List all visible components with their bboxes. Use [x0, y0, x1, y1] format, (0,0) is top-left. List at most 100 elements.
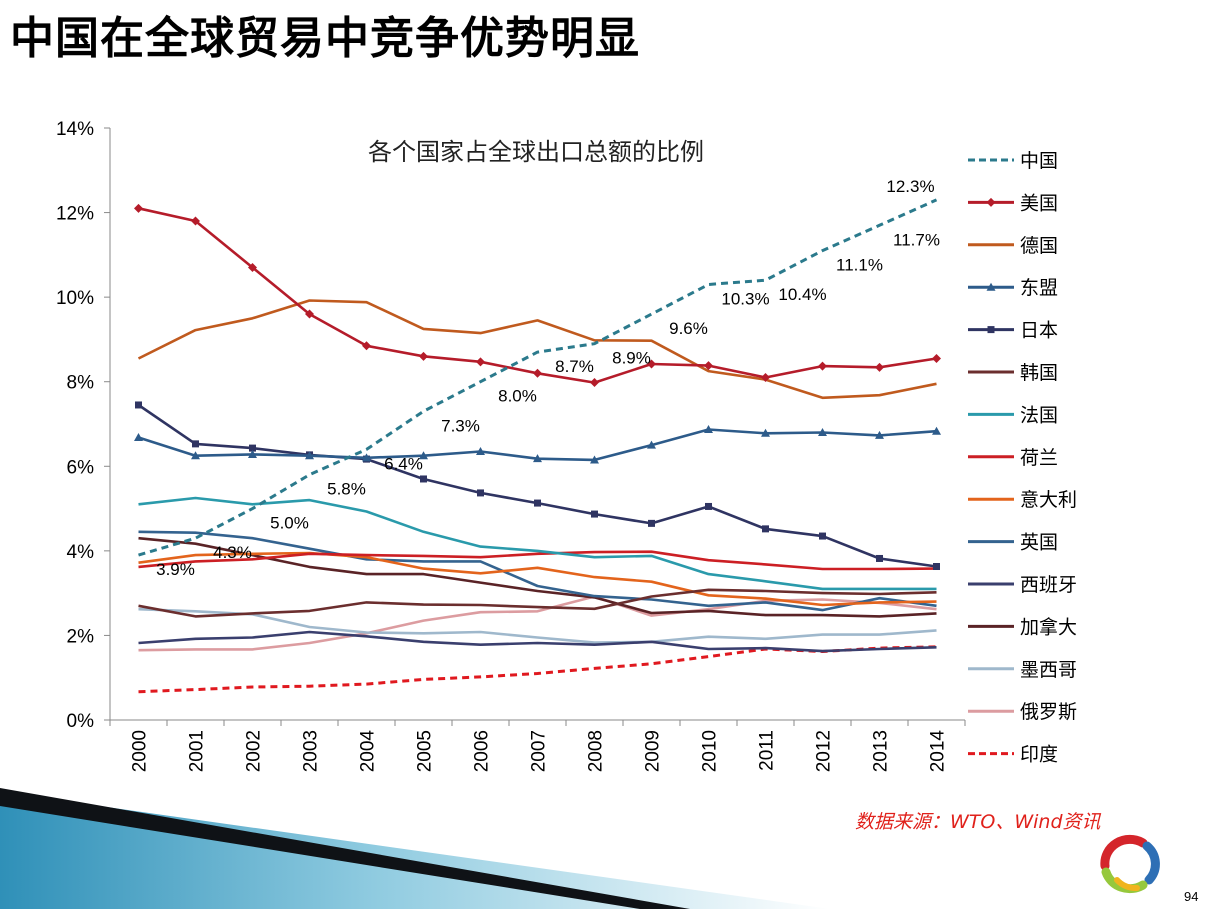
data-point: [704, 361, 713, 371]
data-point: [362, 453, 371, 462]
series-line-墨西哥: [138, 607, 937, 644]
series-line-德国: [137, 299, 937, 400]
data-point: [818, 361, 827, 371]
data-point: [419, 451, 428, 460]
data-point: [191, 216, 200, 226]
y-tick-label: 12%: [56, 204, 94, 225]
data-point: [647, 440, 656, 449]
data-label: 10.4%: [778, 285, 826, 304]
data-label: 6.4%: [384, 454, 423, 473]
legend-marker: [986, 282, 996, 291]
series-line-荷兰: [138, 550, 937, 571]
data-label: 11.7%: [893, 230, 940, 249]
legend-label: 日本: [1020, 320, 1058, 342]
legend-label: 东盟: [1020, 277, 1058, 299]
legend-item: 日本: [968, 320, 1058, 342]
y-tick-label: 10%: [56, 288, 94, 309]
legend-item: 印度: [968, 744, 1058, 766]
x-tick-label: 2003: [301, 730, 322, 772]
data-point: [818, 427, 827, 436]
y-tick-label: 0%: [67, 711, 95, 732]
legend-item: 意大利: [968, 489, 1077, 511]
data-label: 3.9%: [156, 560, 195, 579]
x-tick-label: 2014: [928, 730, 949, 773]
data-point: [590, 378, 599, 388]
legend-item: 英国: [968, 532, 1058, 554]
legend-label: 德国: [1020, 235, 1058, 257]
data-point: [875, 362, 884, 372]
data-label: 8.7%: [555, 357, 594, 376]
company-logo: [1100, 834, 1160, 894]
data-point: [135, 401, 142, 409]
x-tick-label: 2013: [871, 730, 892, 772]
legend-item: 美国: [968, 192, 1058, 214]
y-tick-label: 14%: [56, 119, 94, 140]
data-point: [932, 426, 941, 435]
data-point: [761, 372, 770, 382]
data-point: [819, 532, 826, 540]
x-tick-label: 2007: [529, 730, 550, 772]
legend-label: 西班牙: [1020, 574, 1077, 596]
data-point: [305, 451, 314, 460]
data-point: [420, 475, 427, 483]
source-note: 数据来源：WTO、Wind资讯: [855, 811, 1101, 833]
data-point: [476, 357, 485, 367]
legend-item: 加拿大: [968, 615, 1077, 638]
y-tick-label: 6%: [67, 457, 95, 478]
x-tick-label: 2011: [757, 730, 778, 771]
data-point: [647, 359, 656, 369]
legend-label: 法国: [1020, 404, 1058, 426]
slide-title: 中国在全球贸易中竞争优势明显: [10, 13, 640, 64]
data-point: [249, 444, 256, 452]
legend-item: 西班牙: [968, 574, 1077, 596]
x-tick-label: 2001: [187, 730, 208, 772]
y-tick-label: 2%: [67, 626, 95, 647]
data-point: [134, 433, 143, 442]
series-line-俄罗斯: [138, 595, 937, 652]
y-tick-label: 8%: [67, 373, 95, 394]
data-label: 7.3%: [441, 416, 480, 435]
legend-label: 墨西哥: [1020, 659, 1077, 681]
x-tick-label: 2005: [415, 730, 436, 772]
legend-label: 印度: [1020, 744, 1058, 766]
legend-marker: [986, 197, 996, 207]
legend-label: 荷兰: [1020, 447, 1058, 469]
data-point: [705, 502, 712, 510]
data-label: 4.3%: [213, 543, 252, 562]
legend-label: 美国: [1020, 192, 1058, 214]
series-line-中国: [138, 198, 938, 557]
legend-label: 韩国: [1020, 362, 1058, 384]
data-label: 8.9%: [612, 349, 651, 368]
data-point: [648, 519, 655, 527]
x-tick-label: 2012: [814, 730, 835, 772]
series-line-西班牙: [138, 630, 937, 653]
series-line-日本: [137, 403, 937, 568]
data-point: [591, 510, 598, 518]
data-point: [590, 455, 599, 464]
data-point: [476, 446, 485, 455]
data-point: [477, 489, 484, 497]
data-label: 11.1%: [836, 256, 883, 275]
data-point: [533, 368, 542, 378]
chart-data-labels: 3.9% 4.3% 5.0% 5.8% 6.4% 7.3% 8.0% 8.7% 8.9% 9.6%…: [156, 177, 940, 579]
series-line-法国: [138, 496, 937, 591]
data-point: [876, 554, 883, 562]
chart-axes: 0% 2% 4% 6% 8% 10% 12% 14% 2000 2001 2002 2003 2004 2…: [56, 119, 966, 773]
data-point: [761, 428, 770, 437]
legend-label: 英国: [1020, 532, 1058, 554]
series-line-加拿大: [138, 536, 937, 618]
series-line-英国: [138, 530, 937, 612]
series-line-韩国: [138, 588, 937, 618]
data-point: [362, 341, 371, 351]
data-label: 10.3%: [721, 289, 769, 308]
series-line-意大利: [138, 551, 937, 607]
x-tick-label: 2010: [700, 730, 721, 772]
x-tick-label: 2009: [643, 730, 664, 772]
legend-item: 墨西哥: [968, 659, 1077, 681]
legend-item: 德国: [968, 235, 1058, 257]
y-tick-label: 4%: [67, 542, 95, 563]
x-tick-label: 2002: [244, 730, 265, 772]
x-tick-label: 2004: [358, 730, 379, 773]
data-point: [419, 351, 428, 361]
